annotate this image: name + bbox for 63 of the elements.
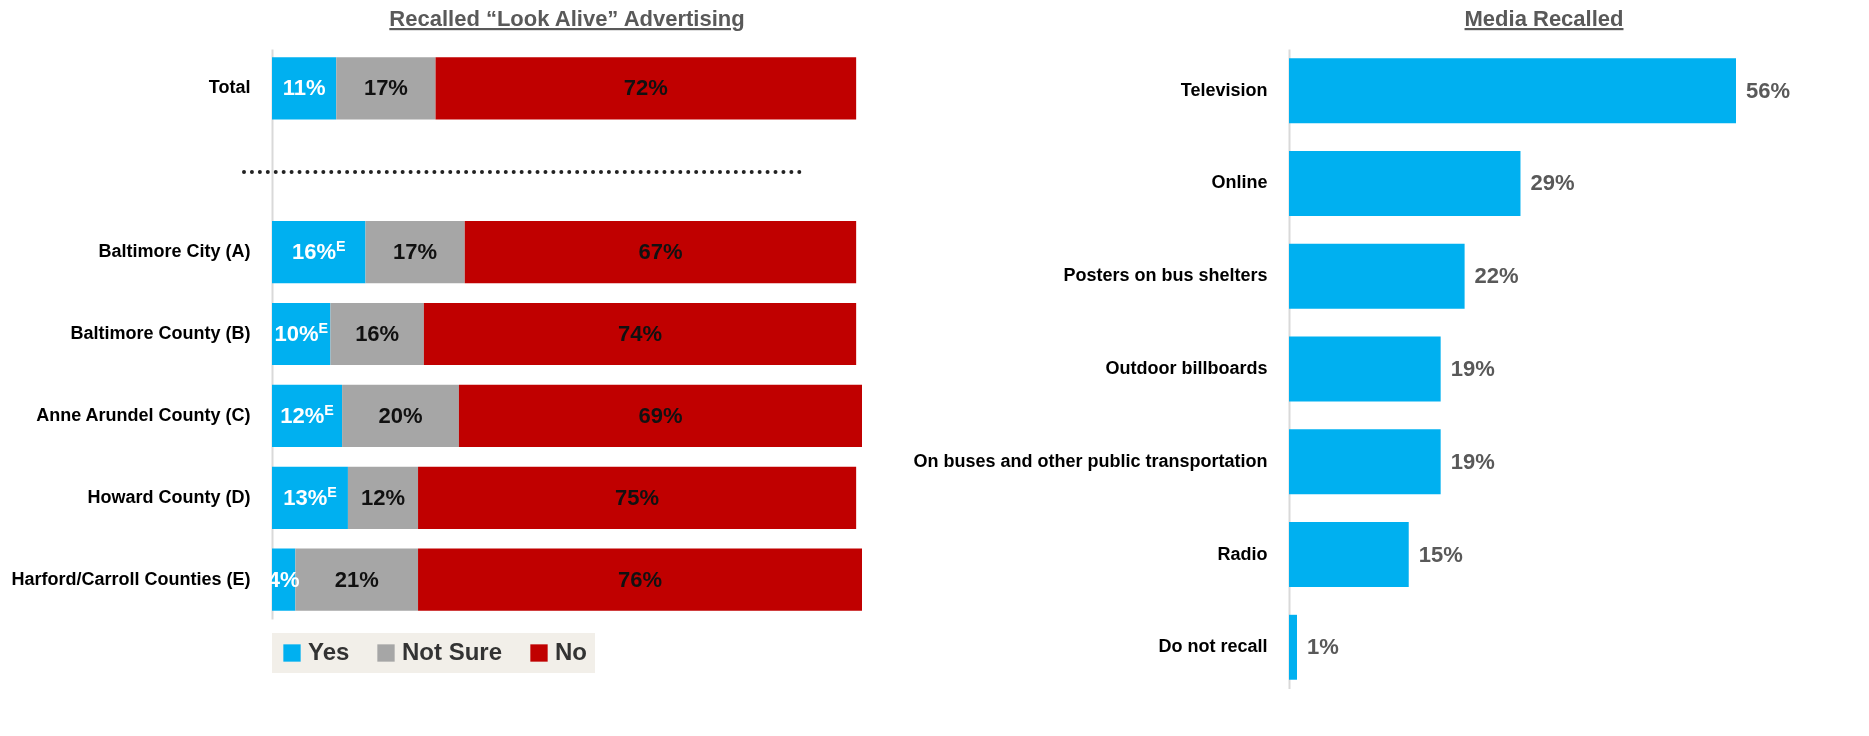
- data-label: 22%: [1474, 263, 1519, 289]
- bar: [272, 466, 348, 529]
- y-tick-label: Outdoor billboards: [1105, 358, 1268, 378]
- data-label: 17%: [393, 239, 438, 265]
- bar: [272, 220, 366, 284]
- data-label: 11%: [282, 75, 326, 101]
- bar: [1289, 336, 1441, 402]
- data-label: 67%: [638, 239, 683, 265]
- bar: [458, 384, 862, 448]
- data-label: 16%: [355, 321, 400, 346]
- bar: [423, 302, 857, 366]
- bar: [365, 220, 465, 284]
- bar: [342, 384, 459, 448]
- chart-title: Media Recalled: [1464, 6, 1624, 31]
- bar: [1289, 58, 1736, 124]
- y-tick-label: Total: [208, 77, 251, 98]
- data-label: 10%$^{E}$: [274, 320, 328, 346]
- bar: [464, 220, 857, 284]
- chart-title: Recalled “Look Alive” Advertising: [389, 6, 745, 31]
- bar: [347, 466, 419, 529]
- data-label: 74%: [618, 321, 663, 346]
- data-label: 17%: [363, 75, 408, 101]
- legend-label: Yes: [308, 638, 350, 665]
- bar: [1289, 522, 1409, 587]
- data-label: 75%: [615, 484, 660, 510]
- y-tick-label: Howard County (D): [87, 486, 251, 507]
- data-label: 16%$^{E}$: [291, 238, 346, 265]
- data-label: 20%: [378, 402, 423, 428]
- bar: [1289, 429, 1441, 495]
- y-tick-label: Anne Arundel County (C): [36, 404, 251, 425]
- data-label: 1%: [1306, 634, 1339, 660]
- data-label: 69%: [638, 402, 683, 428]
- bar: [1289, 614, 1297, 680]
- y-tick-label: Radio: [1217, 543, 1268, 564]
- data-label: 19%: [1450, 448, 1495, 474]
- y-tick-label: Posters on bus shelters: [1063, 265, 1268, 286]
- data-label: 72%: [623, 75, 668, 101]
- data-label: 76%: [618, 566, 663, 592]
- data-label: 19%: [1450, 356, 1495, 381]
- y-tick-label: Baltimore City (A): [98, 241, 251, 262]
- data-label: 29%: [1530, 170, 1575, 196]
- legend-label: No: [555, 638, 587, 665]
- data-label: 21%: [334, 566, 379, 592]
- data-label: 13%$^{E}$: [283, 483, 337, 510]
- bar: [336, 57, 436, 120]
- bar: [418, 466, 857, 529]
- data-label: 56%: [1746, 77, 1791, 103]
- bar: [418, 548, 862, 611]
- bar: [272, 57, 337, 120]
- bar: [435, 57, 857, 120]
- bar: [1289, 151, 1521, 216]
- data-label: 15%: [1418, 541, 1463, 567]
- bar: [1289, 243, 1465, 309]
- y-tick-label: Online: [1211, 172, 1268, 193]
- data-label: 12%: [360, 484, 406, 510]
- bar: [330, 302, 424, 366]
- y-tick-label: Do not recall: [1158, 636, 1268, 657]
- data-label: 12%$^{E}$: [280, 401, 334, 428]
- y-tick-label: Television: [1180, 79, 1268, 100]
- legend-label: Not Sure: [402, 638, 503, 665]
- y-tick-label: On buses and other public transportation: [913, 450, 1268, 471]
- y-tick-label: Baltimore County (B): [70, 323, 251, 343]
- y-tick-label: Harford/Carroll Counties (E): [11, 568, 251, 589]
